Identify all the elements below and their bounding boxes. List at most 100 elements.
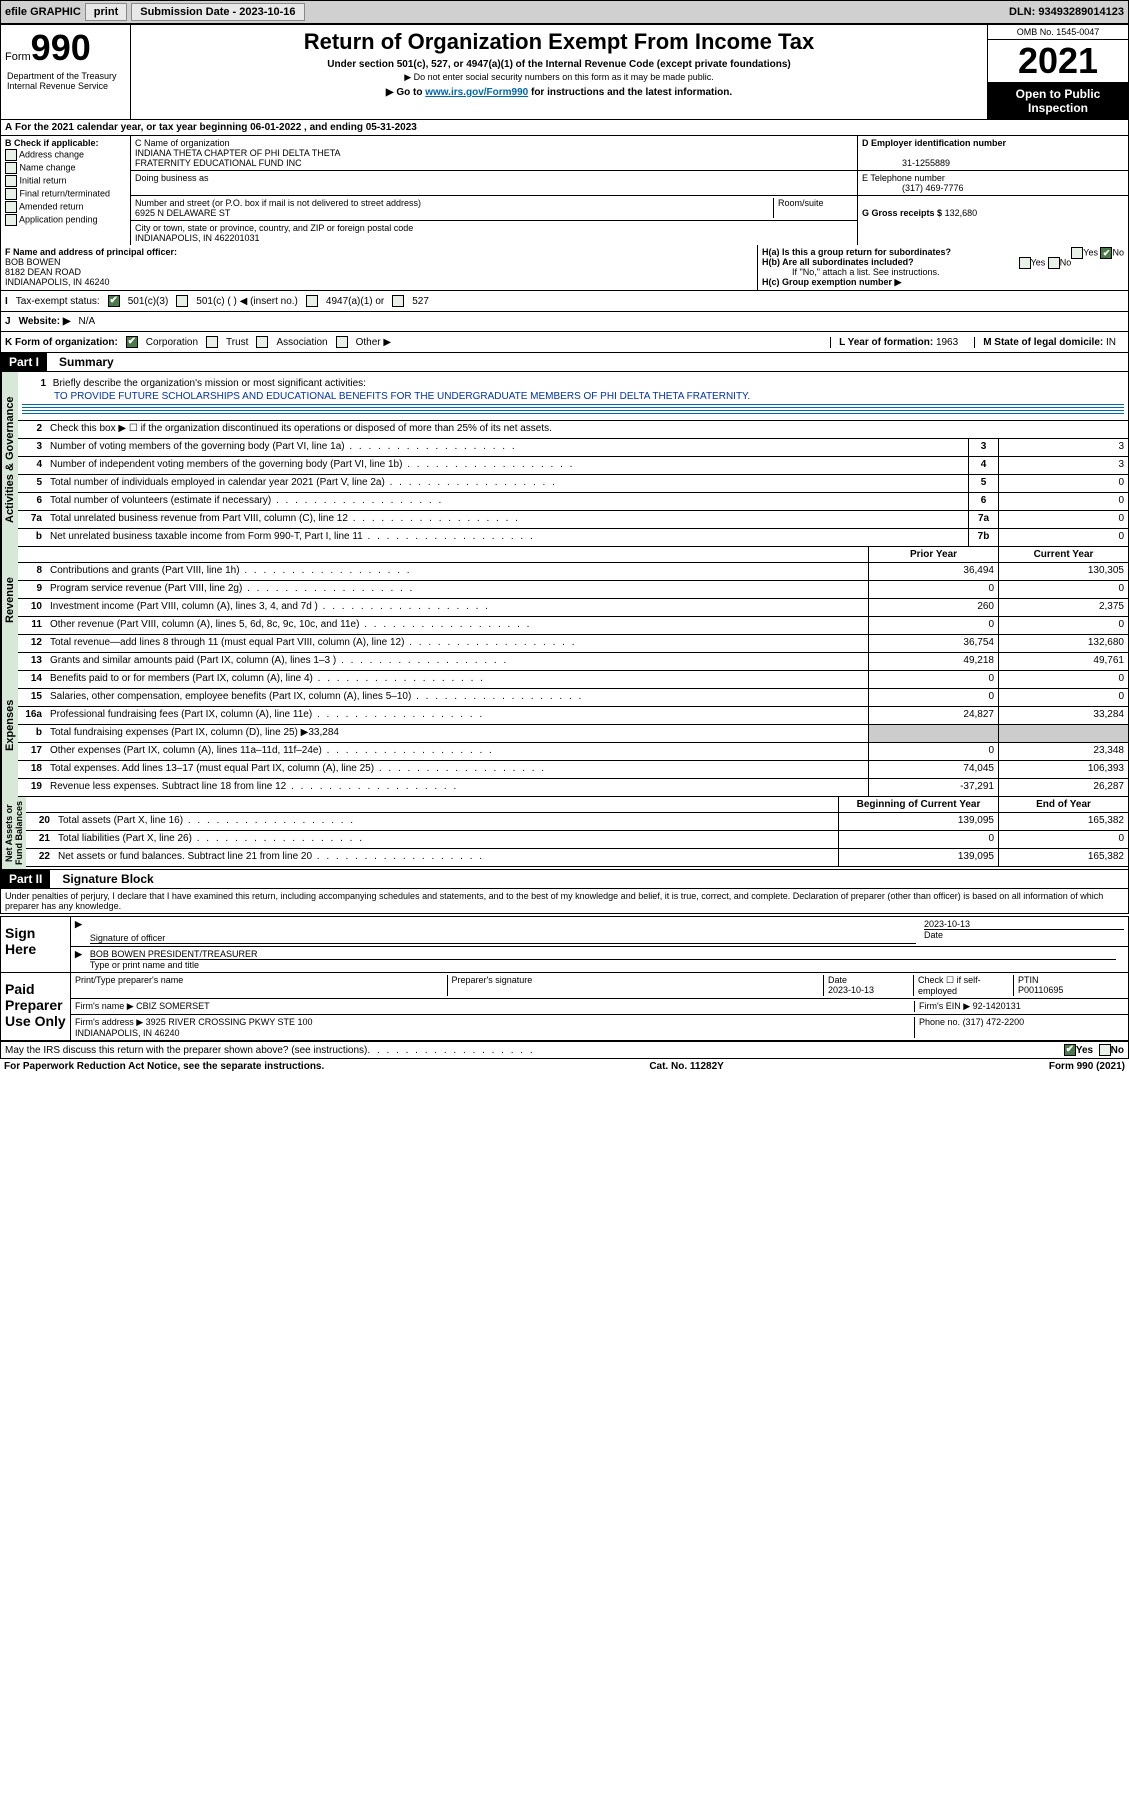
- part1-header: Part I Summary: [0, 353, 1129, 372]
- table-row: bTotal fundraising expenses (Part IX, co…: [18, 725, 1128, 743]
- part2-title: Signature Block: [50, 872, 153, 886]
- irs-link[interactable]: www.irs.gov/Form990: [425, 87, 528, 98]
- ptin-value: P00110695: [1018, 985, 1063, 995]
- col-b: B Check if applicable: Address change Na…: [1, 136, 131, 245]
- check-other[interactable]: [336, 336, 348, 348]
- submission-date-button[interactable]: Submission Date - 2023-10-16: [131, 3, 304, 21]
- form-header: Form990 Department of the Treasury Inter…: [0, 24, 1129, 120]
- vert-revenue: Revenue: [1, 547, 18, 653]
- ha-label: H(a) Is this a group return for subordin…: [762, 247, 951, 257]
- prep-name-label: Print/Type preparer's name: [75, 975, 183, 985]
- officer-addr2: INDIANAPOLIS, IN 46240: [5, 277, 110, 287]
- city-label: City or town, state or province, country…: [135, 223, 413, 233]
- ptin-label: PTIN: [1018, 975, 1039, 985]
- e-label: E Telephone number: [862, 173, 945, 183]
- warn2-pre: ▶ Go to: [386, 87, 425, 98]
- check-assoc[interactable]: [256, 336, 268, 348]
- prep-date-label: Date: [828, 975, 847, 985]
- org-name: INDIANA THETA CHAPTER OF PHI DELTA THETA…: [135, 148, 341, 168]
- form-warn1: ▶ Do not enter social security numbers o…: [135, 72, 983, 83]
- check-address[interactable]: [5, 149, 17, 161]
- firm-ein: 92-1420131: [973, 1001, 1021, 1011]
- firm-phone-label: Phone no.: [919, 1017, 960, 1027]
- hb-yes[interactable]: [1019, 257, 1031, 269]
- current-year-label: Current Year: [998, 547, 1128, 562]
- discuss-no[interactable]: [1099, 1044, 1111, 1056]
- footer-mid: Cat. No. 11282Y: [649, 1061, 723, 1072]
- print-button[interactable]: print: [85, 3, 127, 21]
- dba-label: Doing business as: [135, 173, 209, 183]
- table-row: 14Benefits paid to or for members (Part …: [18, 671, 1128, 689]
- table-row: 20Total assets (Part X, line 16)139,0951…: [26, 813, 1128, 831]
- table-row: 8Contributions and grants (Part VIII, li…: [18, 563, 1128, 581]
- table-row: 17Other expenses (Part IX, column (A), l…: [18, 743, 1128, 761]
- prep-sig-label: Preparer's signature: [452, 975, 533, 985]
- check-501c[interactable]: [176, 295, 188, 307]
- ha-no[interactable]: ✔: [1100, 247, 1112, 259]
- arrow-icon: ▶: [75, 949, 82, 970]
- efile-label: efile GRAPHIC: [5, 6, 81, 18]
- check-pending[interactable]: [5, 214, 17, 226]
- gov-line: 3Number of voting members of the governi…: [18, 439, 1128, 457]
- inspection-badge: Open to Public Inspection: [988, 83, 1128, 119]
- prep-check-label: Check ☐ if self-employed: [918, 975, 981, 996]
- row-klm: K Form of organization: ✔Corporation Tru…: [0, 332, 1129, 353]
- table-row: 10Investment income (Part VIII, column (…: [18, 599, 1128, 617]
- tax-year: 2021: [988, 40, 1128, 83]
- arrow-icon: ▶: [75, 919, 82, 944]
- vert-governance: Activities & Governance: [1, 372, 18, 547]
- firm-name: CBIZ SOMERSET: [136, 1001, 210, 1011]
- sig-name-label: Type or print name and title: [90, 960, 199, 970]
- signature-block: Sign Here ▶ Signature of officer 2023-10…: [0, 916, 1129, 1042]
- check-4947[interactable]: [306, 295, 318, 307]
- footer-right: Form 990 (2021): [1049, 1061, 1125, 1072]
- omb-number: OMB No. 1545-0047: [988, 25, 1128, 40]
- g-label: G Gross receipts $: [862, 208, 942, 218]
- check-corp[interactable]: ✔: [126, 336, 138, 348]
- ha-yes[interactable]: [1071, 247, 1083, 259]
- check-527[interactable]: [392, 295, 404, 307]
- room-label: Room/suite: [778, 198, 824, 208]
- dept-label: Department of the Treasury Internal Reve…: [5, 69, 126, 93]
- footer-left: For Paperwork Reduction Act Notice, see …: [4, 1061, 324, 1072]
- vert-expenses: Expenses: [1, 653, 18, 797]
- f-label: F Name and address of principal officer:: [5, 247, 177, 257]
- table-row: 12Total revenue—add lines 8 through 11 (…: [18, 635, 1128, 653]
- footer: For Paperwork Reduction Act Notice, see …: [0, 1059, 1129, 1074]
- line-a: A For the 2021 calendar year, or tax yea…: [0, 120, 1129, 136]
- check-501c3[interactable]: ✔: [108, 295, 120, 307]
- k-label: K Form of organization:: [5, 337, 118, 348]
- paid-preparer-label: Paid Preparer Use Only: [1, 973, 71, 1040]
- check-name[interactable]: [5, 162, 17, 174]
- end-year-label: End of Year: [998, 797, 1128, 812]
- org-city: INDIANAPOLIS, IN 462201031: [135, 233, 260, 243]
- gov-line: 5Total number of individuals employed in…: [18, 475, 1128, 493]
- check-final[interactable]: [5, 188, 17, 200]
- d-label: D Employer identification number: [862, 138, 1006, 148]
- gross-receipts: 132,680: [945, 208, 978, 218]
- row-j: JWebsite: ▶ N/A: [0, 312, 1129, 332]
- l2-text: Check this box ▶ ☐ if the organization d…: [46, 421, 1128, 438]
- m-label: M State of legal domicile:: [983, 337, 1103, 348]
- vert-net: Net Assets or Fund Balances: [1, 797, 26, 869]
- b-label: B Check if applicable:: [5, 138, 99, 148]
- table-row: 11Other revenue (Part VIII, column (A), …: [18, 617, 1128, 635]
- check-trust[interactable]: [206, 336, 218, 348]
- check-amended[interactable]: [5, 201, 17, 213]
- j-label: Website: ▶: [19, 316, 71, 327]
- hb-label: H(b) Are all subordinates included?: [762, 257, 914, 267]
- gov-line: 6Total number of volunteers (estimate if…: [18, 493, 1128, 511]
- toolbar: efile GRAPHIC print Submission Date - 20…: [0, 0, 1129, 24]
- discuss-yes[interactable]: ✔: [1064, 1044, 1076, 1056]
- check-initial[interactable]: [5, 175, 17, 187]
- firm-addr-label: Firm's address ▶: [75, 1017, 143, 1027]
- a-mid: , and ending: [301, 122, 365, 133]
- section-net: Net Assets or Fund Balances Beginning of…: [0, 797, 1129, 870]
- gov-line: bNet unrelated business taxable income f…: [18, 529, 1128, 547]
- i-label: Tax-exempt status:: [16, 296, 100, 307]
- hb-no[interactable]: [1048, 257, 1060, 269]
- section-revenue: Revenue Prior YearCurrent Year 8Contribu…: [0, 547, 1129, 653]
- a-end: 05-31-2023: [366, 122, 417, 133]
- warn2-post: for instructions and the latest informat…: [528, 87, 732, 98]
- form-title: Return of Organization Exempt From Incom…: [135, 29, 983, 55]
